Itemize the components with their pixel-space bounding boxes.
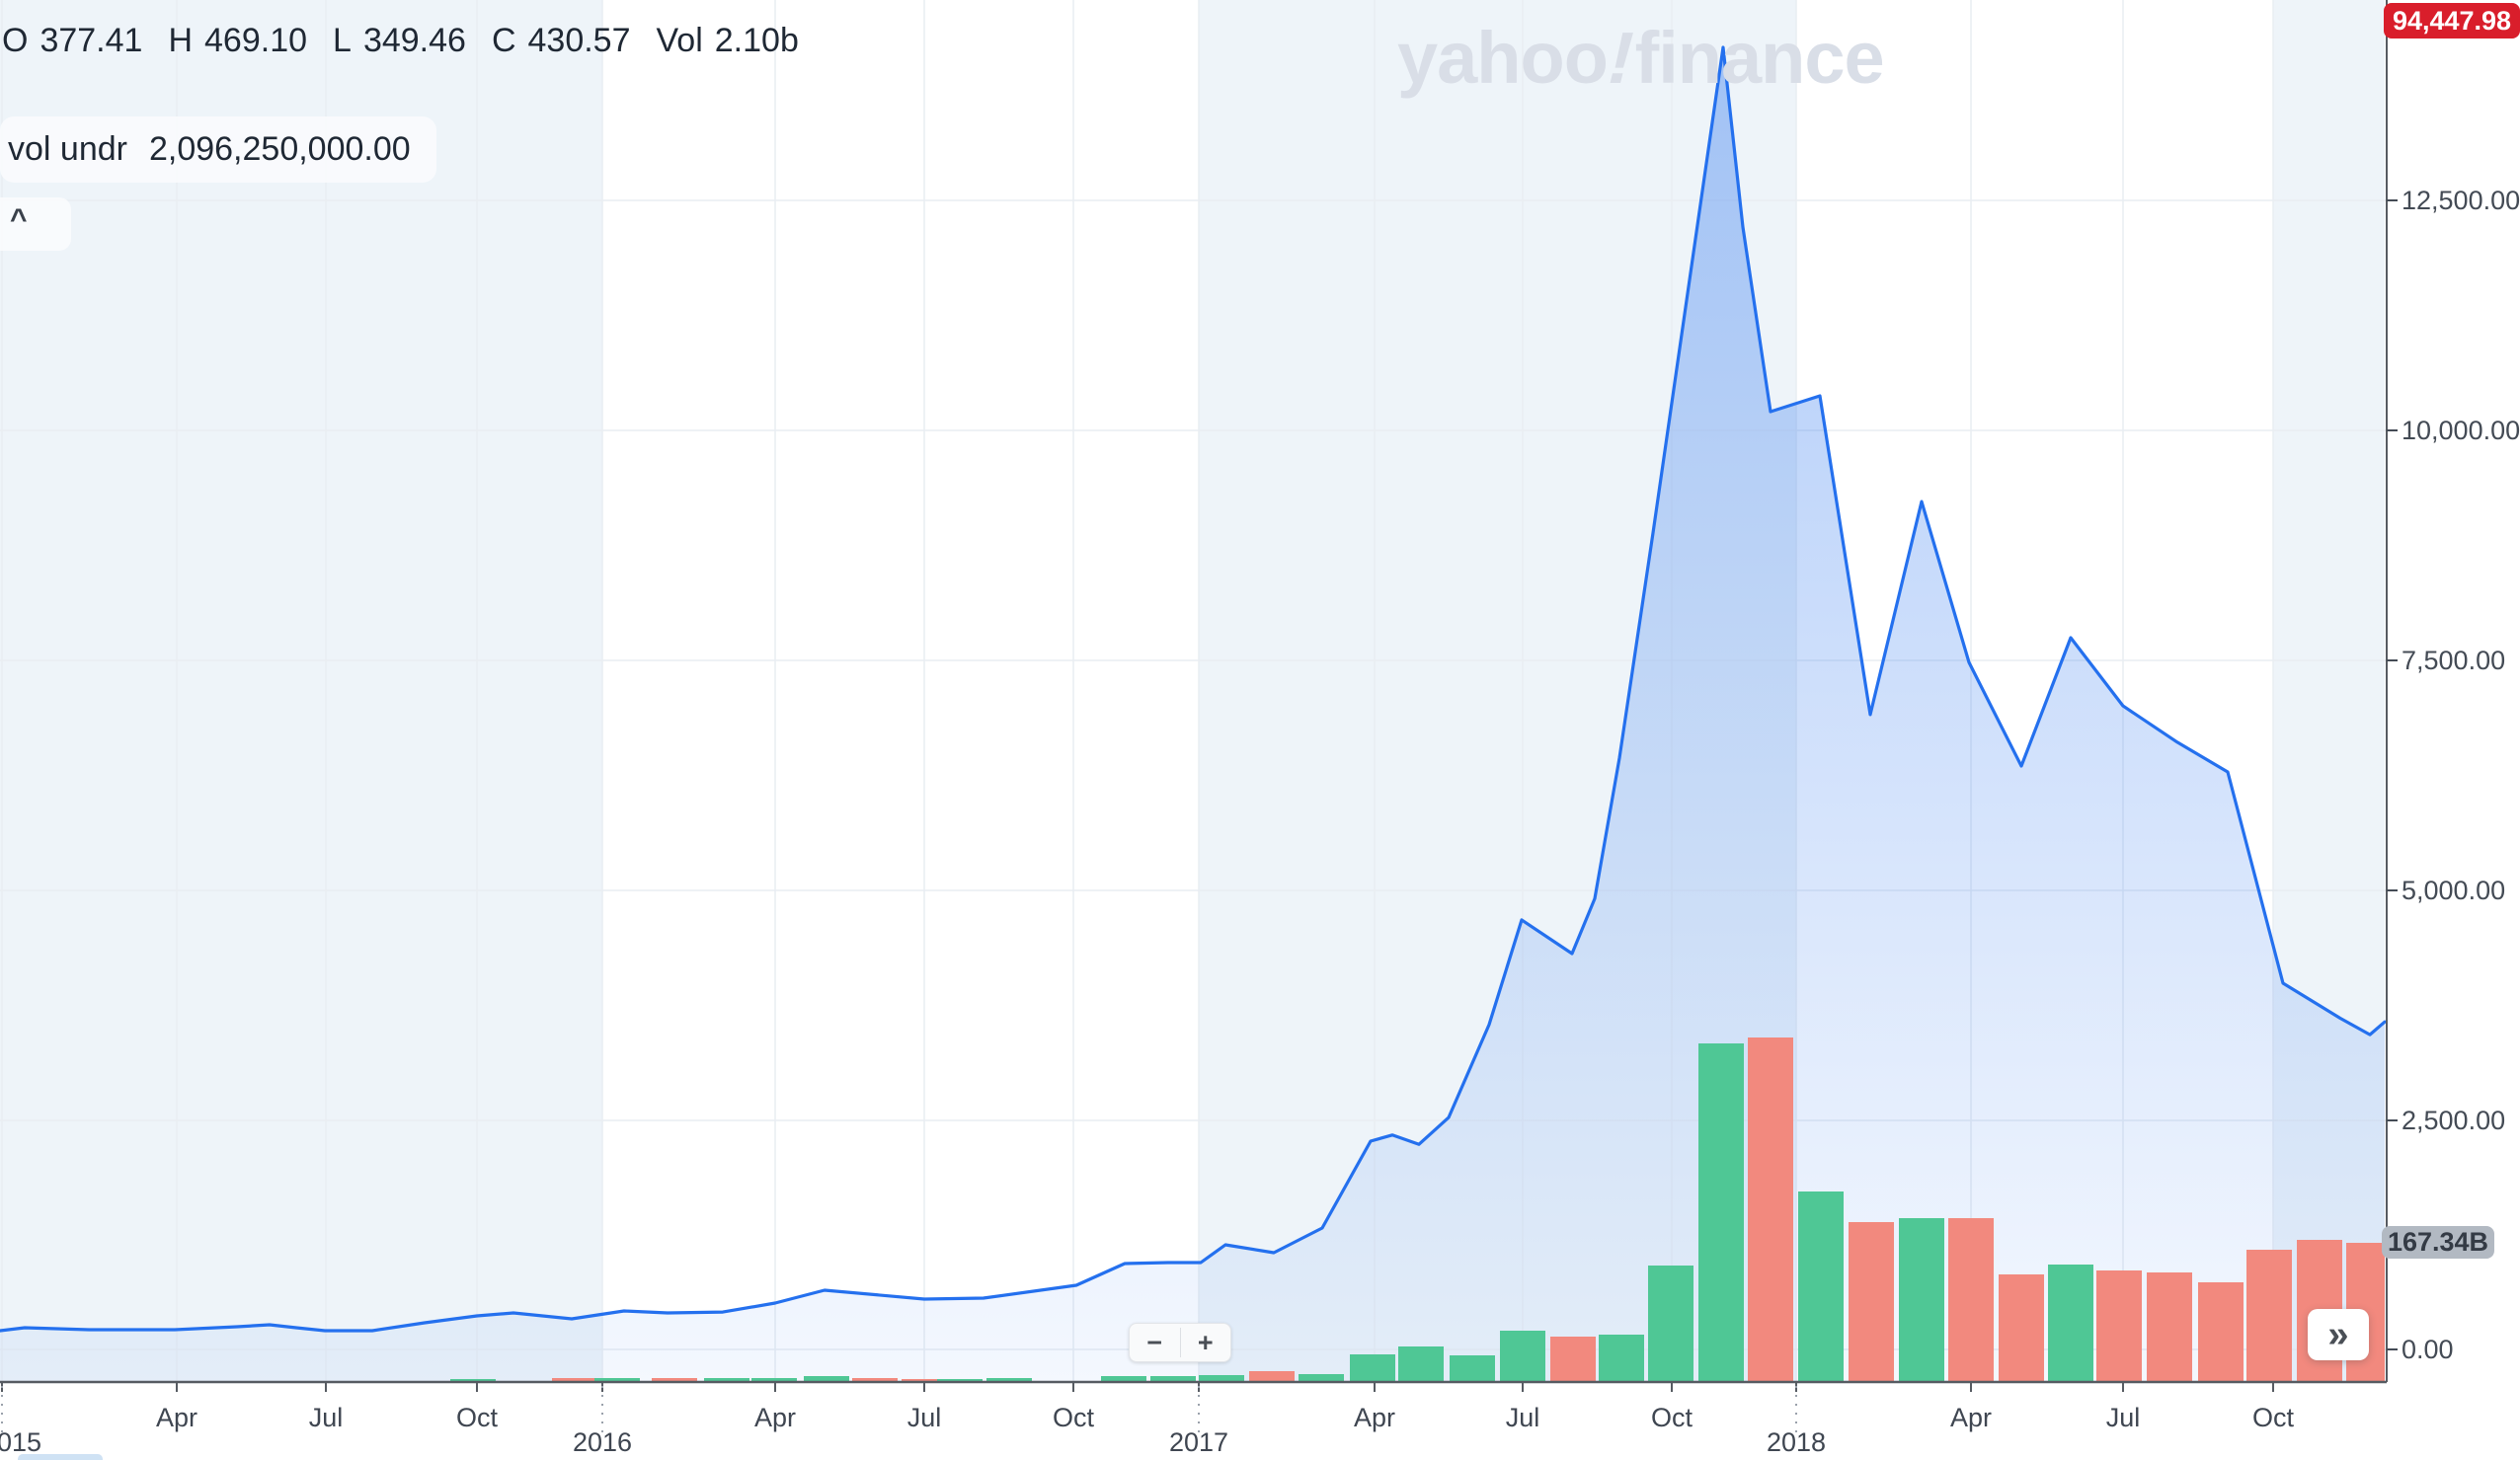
volume-bar-2017-09-up[interactable] — [1599, 1335, 1644, 1381]
volume-bar-2017-02-down[interactable] — [1249, 1371, 1295, 1381]
high-value: 469.10 — [204, 22, 308, 59]
last-volume-badge: 167.34B — [2382, 1226, 2494, 1259]
volume-bar-2017-10-up[interactable] — [1648, 1266, 1693, 1381]
time-axis-year-label-2017: 2017 — [1168, 1427, 1229, 1457]
time-axis-month-label: Jul — [1505, 1403, 1540, 1432]
volume-bar-2016-05-up[interactable] — [804, 1376, 849, 1381]
volume-bar-2017-11-up[interactable] — [1698, 1043, 1744, 1381]
volume-bar-2017-12-down[interactable] — [1748, 1037, 1793, 1381]
time-axis-year-label-2015: 2015 — [0, 1427, 42, 1457]
volume-bar-2018-08-down[interactable] — [2147, 1272, 2192, 1381]
zoom-in-button[interactable]: + — [1181, 1324, 1231, 1361]
volume-bar-2016-03-up[interactable] — [704, 1378, 749, 1381]
volume-bar-2016-07-down[interactable] — [902, 1379, 947, 1381]
volume-bar-2018-10-down[interactable] — [2246, 1250, 2292, 1381]
scroll-to-latest-button[interactable]: » — [2308, 1309, 2369, 1360]
low-value: 349.46 — [362, 22, 466, 59]
volume-bar-2018-05-down[interactable] — [1999, 1274, 2044, 1381]
volume-bar-2017-07-up[interactable] — [1500, 1331, 1545, 1381]
zoom-controls-divider — [1179, 1328, 1181, 1357]
time-axis-month-label: Oct — [2251, 1403, 2295, 1432]
volume-bar-2017-05-up[interactable] — [1398, 1346, 1444, 1381]
minus-icon: − — [1146, 1327, 1163, 1357]
volume-label: Vol — [656, 22, 703, 59]
volume-bar-2018-03-up[interactable] — [1899, 1218, 1944, 1381]
chevron-up-icon: ^ — [10, 203, 28, 236]
yahoo-finance-watermark: yahoo ! finance — [1397, 16, 1885, 100]
price-axis-label-1000000: 10,000.00 — [2402, 416, 2520, 445]
volume-bar-2016-01-up[interactable] — [594, 1378, 640, 1381]
time-axis-month-label: Oct — [1650, 1403, 1693, 1432]
close-label: C — [491, 22, 516, 59]
volume-bar-2017-01-up[interactable] — [1199, 1375, 1244, 1381]
volume-bar-2016-08-up[interactable] — [986, 1378, 1032, 1381]
last-volume-value: 167.34B — [2387, 1227, 2489, 1257]
time-axis-month-label: Apr — [1949, 1403, 1993, 1432]
volume-bar-2016-02-down[interactable] — [652, 1378, 697, 1381]
volume-bar-2017-03-up[interactable] — [1299, 1374, 1344, 1381]
volume-bar-2017-06-up[interactable] — [1450, 1355, 1495, 1381]
period-shading-band — [0, 0, 602, 1382]
plus-icon: + — [1197, 1327, 1214, 1357]
high-label: H — [168, 22, 194, 59]
watermark-yahoo: yahoo — [1397, 17, 1609, 99]
ohlc-legend: O 377.41 H 469.10 L 349.46 C 430.57 Vol 2.10b — [2, 22, 799, 60]
volume-bar-2016-12-up[interactable] — [1150, 1376, 1196, 1381]
legend-collapse-button[interactable]: ^ — [0, 197, 71, 251]
volume-bar-2018-02-down[interactable] — [1849, 1222, 1894, 1381]
low-label: L — [333, 22, 352, 59]
volume-bar-2015-09-up[interactable] — [450, 1379, 496, 1381]
volume-bar-2016-07-up[interactable] — [937, 1379, 983, 1381]
time-axis-month-label: Apr — [155, 1403, 198, 1432]
volume-bar-2018-06-up[interactable] — [2048, 1265, 2093, 1381]
price-axis-label-1250000: 12,500.00 — [2402, 186, 2520, 215]
volume-underlay-legend[interactable]: vol undr 2,096,250,000.00 — [0, 116, 436, 183]
price-line — [0, 45, 2387, 1333]
volume-bar-2018-07-down[interactable] — [2096, 1270, 2142, 1381]
time-axis-month-label: Oct — [1052, 1403, 1095, 1432]
price-axis-label-750000: 7,500.00 — [2402, 646, 2506, 675]
open-label: O — [2, 22, 29, 59]
watermark-finance: finance — [1634, 17, 1885, 99]
last-price-badge: 94,447.98 — [2384, 3, 2520, 38]
volume-bar-2016-11-up[interactable] — [1101, 1376, 1146, 1381]
time-axis-month-label: Apr — [1353, 1403, 1396, 1432]
time-axis-month-label: Jul — [2105, 1403, 2141, 1432]
volume-bar-2016-06-down[interactable] — [852, 1378, 898, 1381]
volume-bar-2016-04-up[interactable] — [751, 1378, 797, 1381]
double-chevron-right-icon: » — [2327, 1313, 2349, 1355]
indicator-value: 2,096,250,000.00 — [148, 130, 411, 168]
zoom-controls: − + — [1129, 1323, 1231, 1362]
timeframe-chip-partial[interactable] — [18, 1454, 103, 1460]
volume-value: 2.10b — [714, 22, 799, 59]
volume-bar-2017-08-down[interactable] — [1550, 1337, 1596, 1381]
time-axis-month-label: Oct — [455, 1403, 499, 1432]
volume-bar-2017-04-up[interactable] — [1350, 1354, 1395, 1381]
open-value: 377.41 — [39, 22, 143, 59]
price-axis-label-250000: 2,500.00 — [2402, 1106, 2506, 1135]
volume-bar-2018-04-down[interactable] — [1948, 1218, 1994, 1381]
price-axis-label-000: 0.00 — [2402, 1335, 2454, 1364]
price-axis-label-500000: 5,000.00 — [2402, 876, 2506, 905]
time-axis-month-label: Apr — [753, 1403, 797, 1432]
indicator-label: vol undr — [8, 130, 127, 168]
last-price-value: 94,447.98 — [2392, 5, 2512, 36]
time-axis-month-label: Jul — [906, 1403, 942, 1432]
volume-bar-2015-12-down[interactable] — [552, 1378, 597, 1381]
close-value: 430.57 — [527, 22, 631, 59]
volume-bar-2018-01-up[interactable] — [1798, 1191, 1844, 1381]
time-axis-year-label-2016: 2016 — [572, 1427, 633, 1457]
volume-bar-2018-09-down[interactable] — [2198, 1282, 2244, 1381]
time-axis-year-label-2018: 2018 — [1766, 1427, 1827, 1457]
zoom-out-button[interactable]: − — [1130, 1324, 1180, 1361]
time-axis-month-label: Jul — [308, 1403, 344, 1432]
